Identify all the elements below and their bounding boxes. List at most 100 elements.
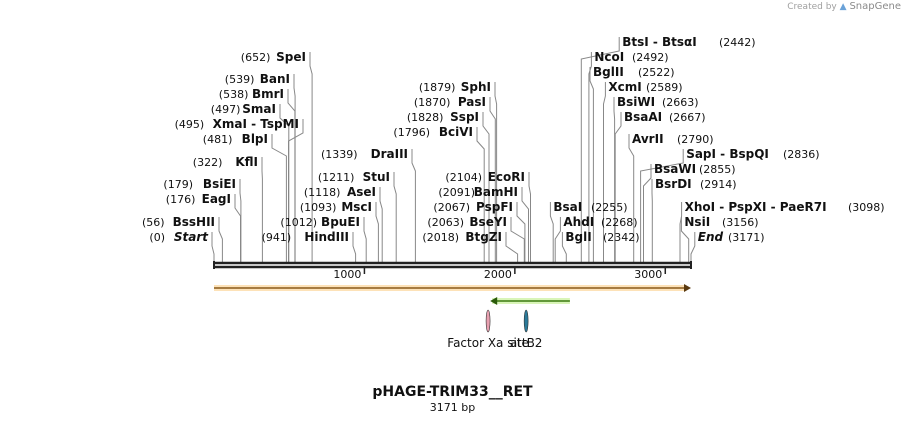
site-leader-msci (375, 202, 379, 262)
site-name-bsrdi[interactable]: BsrDI (655, 177, 692, 191)
site-position-bseyi: (2063) (427, 216, 464, 229)
site-name-bsai[interactable]: BsaI (553, 200, 582, 214)
site-position-msci: (1093) (300, 201, 337, 214)
site-name-btgzi[interactable]: BtgZI (465, 230, 502, 244)
site-leader-draiii (411, 149, 416, 262)
site-name-bsiei[interactable]: BsiEI (203, 177, 236, 191)
site-position-sspi: (1828) (407, 111, 444, 124)
ruler-tick-label: 1000 (333, 268, 361, 281)
ruler-tick-label: 2000 (484, 268, 512, 281)
site-name-sphi[interactable]: SphI (461, 80, 491, 94)
site-name-bmri[interactable]: BmrI (252, 87, 284, 101)
site-position-sphi: (1879) (419, 81, 456, 94)
site-position-bmri: (538) (219, 88, 249, 101)
site-name-bsawi[interactable]: BsaWI (654, 162, 696, 176)
site-name-end[interactable]: End (698, 230, 724, 244)
site-name-sapi[interactable]: SapI - BspQI (686, 147, 769, 161)
site-leader-start (211, 232, 215, 262)
map-title: pHAGE-TRIM33__RET (372, 384, 533, 400)
site-name-pasi[interactable]: PasI (458, 95, 486, 109)
site-name-bseyi[interactable]: BseYI (469, 215, 507, 229)
site-position-bsaai: (2667) (669, 111, 706, 124)
site-name-nsii[interactable]: NsiI (684, 215, 710, 229)
site-name-bsiwi[interactable]: BsiWI (617, 95, 655, 109)
site-position-hindiii: (941) (262, 231, 292, 244)
site-name-blpi[interactable]: BlpI (242, 132, 268, 146)
site-leader-pspfi (516, 202, 526, 262)
site-leader-asei (379, 187, 383, 262)
site-name-spei[interactable]: SpeI (276, 50, 306, 64)
ruler-tick-label: 3000 (634, 268, 662, 281)
site-position-end: (3171) (728, 231, 765, 244)
site-name-start[interactable]: Start (174, 230, 209, 244)
site-name-asei[interactable]: AseI (347, 185, 376, 199)
site-leader-bsai (549, 202, 554, 262)
site-leader-sphi (494, 82, 498, 262)
site-leader-end (690, 232, 696, 262)
site-name-msci[interactable]: MscI (341, 200, 372, 214)
site-name-smai[interactable]: SmaI (242, 102, 276, 116)
site-leader-spei (309, 52, 313, 262)
site-name-ncoi[interactable]: NcoI (594, 50, 624, 64)
site-leader-bseyi (510, 217, 525, 262)
site-leader-bsshii (218, 217, 223, 262)
site-leader-sspi (482, 112, 490, 262)
site-name-bglii[interactable]: BglII (593, 65, 624, 79)
site-name-avrii[interactable]: AvrII (632, 132, 664, 146)
site-name-sspi[interactable]: SspI (450, 110, 479, 124)
site-name-bpuei[interactable]: BpuEI (321, 215, 360, 229)
site-name-pspfi[interactable]: PspFI (476, 200, 513, 214)
site-position-pspfi: (2067) (433, 201, 470, 214)
site-name-bsshii[interactable]: BssHII (173, 215, 215, 229)
site-name-draiii[interactable]: DraIII (371, 147, 408, 161)
site-name-bani[interactable]: BanI (260, 72, 290, 86)
site-position-asei: (1118) (304, 186, 341, 199)
site-leader-xcmi (603, 82, 606, 262)
site-leader-ahdi (554, 217, 561, 262)
site-name-hindiii[interactable]: HindIII (304, 230, 349, 244)
site-position-bsrdi: (2914) (700, 178, 737, 191)
snapgene-credit: Created by ▲ SnapGene (787, 1, 901, 12)
site-name-bamhi[interactable]: BamHI (474, 185, 518, 199)
site-name-kfli[interactable]: KflI (235, 155, 258, 169)
site-leader-btgzi (505, 232, 519, 262)
site-position-xcmi: (2589) (646, 81, 683, 94)
site-name-xhoi[interactable]: XhoI - PspXI - PaeR7I (685, 200, 827, 214)
site-name-btsi[interactable]: BtsI - BtsαI (622, 35, 697, 49)
site-leader-bsiwi (613, 97, 616, 262)
site-leader-bsaai (614, 112, 622, 262)
site-position-bcivi: (1796) (393, 126, 430, 139)
site-name-bgli[interactable]: BglI (565, 230, 591, 244)
site-position-pasi: (1870) (414, 96, 451, 109)
site-name-bcivi[interactable]: BciVI (439, 125, 473, 139)
site-leader-avrii (628, 134, 635, 262)
site-position-draiii: (1339) (321, 148, 358, 161)
site-name-ecori[interactable]: EcoRI (488, 170, 525, 184)
site-leader-stui (393, 172, 397, 262)
feature-marker-attb2[interactable] (523, 309, 529, 333)
site-position-bsawi: (2855) (699, 163, 736, 176)
site-name-eagi[interactable]: EagI (202, 192, 231, 206)
site-position-blpi: (481) (203, 133, 233, 146)
site-position-ncoi: (2492) (632, 51, 669, 64)
site-leader-xhoi (679, 202, 683, 262)
site-name-bsaai[interactable]: BsaAI (624, 110, 662, 124)
site-position-bglii: (2522) (638, 66, 675, 79)
feature-marker-factor[interactable] (485, 309, 491, 333)
site-position-bani: (539) (225, 73, 255, 86)
site-name-xmai[interactable]: XmaI - TspMI (213, 117, 299, 131)
site-position-ecori: (2104) (445, 171, 482, 184)
site-position-btgzi: (2018) (422, 231, 459, 244)
site-position-start: (0) (149, 231, 165, 244)
site-name-ahdi[interactable]: AhdI (563, 215, 594, 229)
site-position-avrii: (2790) (677, 133, 714, 146)
site-leader-blpi (271, 134, 287, 262)
site-name-stui[interactable]: StuI (363, 170, 390, 184)
site-labels: Start (0) BssHII (56) EagI (176) BsiEI (179) Kfl… (142, 35, 885, 244)
site-leader-eagi (234, 194, 241, 262)
site-name-xcmi[interactable]: XcmI (608, 80, 641, 94)
site-position-nsii: (3156) (722, 216, 759, 229)
feature-label-factor: Factor Xa site (447, 336, 529, 350)
map-length: 3171 bp (429, 401, 476, 414)
